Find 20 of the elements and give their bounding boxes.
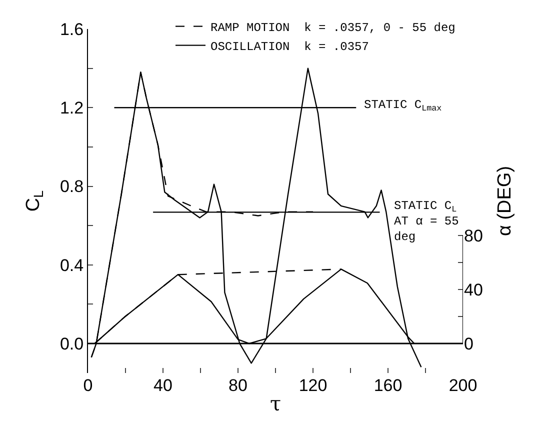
x-tick-label: 0: [83, 376, 93, 395]
x-tick-label: 200: [448, 376, 478, 395]
y2-tick-label: 40: [464, 280, 483, 300]
y-tick-label: 0.8: [60, 177, 84, 196]
x-axis-title: τ: [270, 392, 282, 416]
x-tick-label: 80: [228, 376, 248, 395]
y-tick-label: 1.2: [60, 98, 84, 118]
x-tick-label: 120: [298, 376, 328, 395]
legend-label: OSCILLATION k = .0357: [210, 40, 369, 54]
y2-axis-title: α (DEG): [494, 166, 516, 236]
y2-tick-label: 80: [464, 226, 483, 246]
y-tick-label: 1.6: [60, 20, 84, 39]
y-tick-label: 0.4: [60, 256, 84, 275]
x-tick-label: 40: [154, 376, 172, 395]
annotation: STATIC C$_{Lmax}$: [364, 98, 442, 114]
y2-tick-label: 0: [464, 334, 474, 354]
legend-label: RAMP MOTION k = .0357, 0 - 55 deg: [210, 20, 456, 35]
y-tick-label: 0.0: [60, 334, 84, 354]
annotation: STATIC C$_{L}$ AT α = 55 deg: [394, 199, 459, 244]
x-tick-label: 160: [374, 376, 402, 395]
